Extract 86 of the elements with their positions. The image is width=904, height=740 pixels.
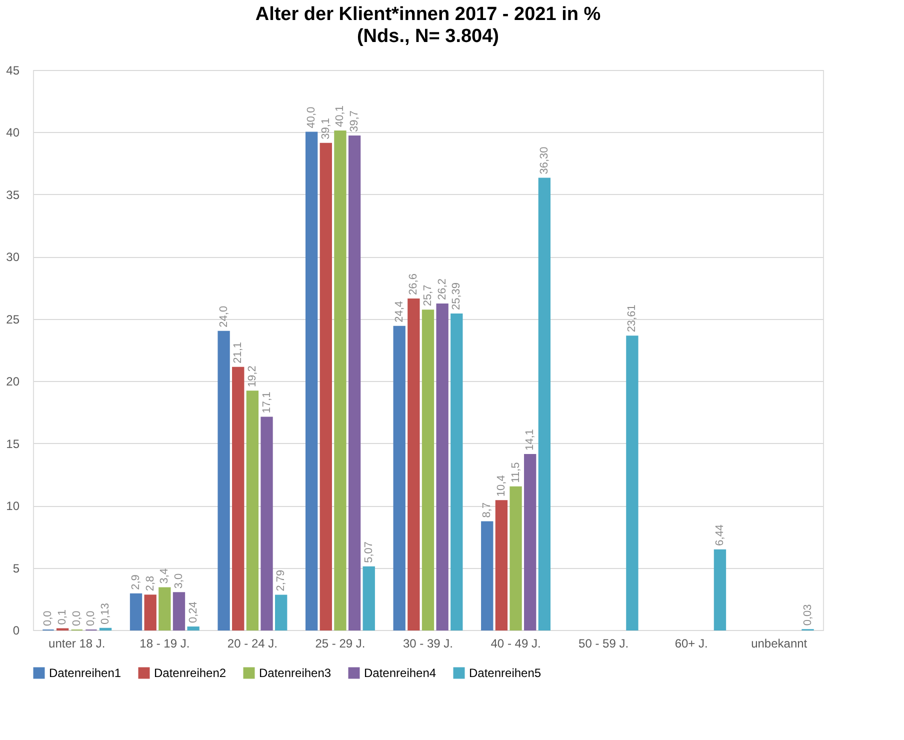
legend-label: Datenreihen2 (154, 666, 226, 680)
y-tick-label: 40 (6, 126, 20, 140)
data-label: 25,7 (422, 284, 434, 306)
data-label: 19,2 (246, 366, 258, 388)
bar (144, 594, 156, 630)
bar (260, 416, 273, 630)
bar (450, 314, 463, 630)
data-label: 39,1 (320, 118, 332, 140)
y-tick-label: 45 (6, 64, 20, 78)
y-tick-label: 35 (6, 188, 20, 202)
x-tick-label: 20 - 24 J. (227, 636, 278, 650)
data-label: 26,2 (436, 278, 448, 300)
data-label: 36,30 (538, 146, 550, 174)
bar (422, 310, 434, 630)
data-label: 3,0 (172, 573, 185, 589)
bar (172, 592, 186, 630)
data-label: 14,1 (524, 429, 536, 451)
bar (538, 178, 551, 630)
bar (232, 366, 244, 630)
bar (334, 130, 346, 630)
x-tick-label: 60+ J. (674, 636, 708, 650)
data-label: 5,07 (362, 541, 375, 563)
y-tick-label: 25 (6, 312, 20, 326)
data-label: 0,13 (100, 602, 112, 624)
data-label: 8,7 (481, 502, 494, 518)
x-tick-label: unbekannt (751, 636, 808, 650)
data-label: 24,4 (393, 300, 406, 322)
data-label: 3,4 (158, 568, 171, 584)
data-label: 23,61 (626, 304, 638, 332)
data-label: 11,5 (510, 462, 522, 483)
legend-label: Datenreihen3 (259, 666, 332, 680)
x-tick-label: 18 - 19 J. (140, 636, 190, 650)
data-label: 24,0 (218, 306, 230, 328)
y-tick-label: 20 (6, 374, 20, 389)
legend-label: Datenreihen5 (469, 666, 542, 680)
data-label: 17,1 (260, 392, 273, 414)
data-label: 21,1 (232, 342, 244, 364)
bar (187, 626, 200, 630)
bar (348, 135, 361, 630)
bar (320, 142, 332, 630)
legend-label: Datenreihen4 (364, 666, 436, 680)
x-tick-label: 50 - 59 J. (578, 636, 629, 650)
data-label: 0,24 (187, 602, 200, 624)
y-tick-label: 15 (6, 436, 20, 451)
x-tick-label: unter 18 J. (48, 636, 106, 650)
data-label: 2,8 (144, 576, 156, 592)
bar (393, 326, 406, 630)
y-tick-label: 10 (6, 499, 20, 514)
x-tick-label: 25 - 29 J. (315, 636, 366, 650)
bar (524, 454, 536, 630)
data-label: 0,0 (42, 610, 54, 626)
data-label: 40,1 (334, 106, 346, 127)
y-tick-label: 0 (12, 624, 20, 638)
bar (246, 390, 259, 630)
bar (408, 298, 420, 630)
bar (130, 593, 142, 630)
bar (714, 549, 726, 630)
data-label: 0,0 (70, 610, 83, 626)
bar (436, 303, 448, 630)
chart-subtitle: (Nds., N= 3.804) (356, 26, 500, 47)
data-label: 2,79 (275, 570, 288, 592)
bar (362, 566, 375, 630)
data-label: 40,0 (306, 106, 318, 128)
data-label: 0,1 (56, 609, 69, 625)
bar (158, 587, 171, 630)
data-label: 2,9 (130, 574, 142, 590)
bar (626, 336, 638, 630)
bar (275, 594, 288, 630)
y-tick-label: 5 (12, 561, 20, 576)
data-label: 39,7 (348, 110, 361, 132)
data-label: 0,0 (85, 610, 98, 626)
data-label: 25,39 (450, 282, 463, 310)
bar (481, 521, 494, 630)
bar (218, 330, 230, 630)
data-label: 10,4 (495, 475, 508, 497)
data-label: 6,44 (714, 524, 726, 546)
legend-label: Datenreihen1 (49, 666, 122, 680)
bar (495, 500, 508, 630)
data-label: 26,6 (408, 274, 420, 295)
bar (510, 486, 522, 630)
data-label: 0,03 (802, 604, 814, 626)
y-tick-label: 30 (6, 250, 20, 264)
x-tick-label: 40 - 49 J. (490, 636, 541, 650)
chart-title: Alter der Klient*innen 2017 - 2021 in % (255, 4, 601, 25)
bar (305, 132, 318, 630)
x-tick-label: 30 - 39 J. (402, 636, 454, 650)
